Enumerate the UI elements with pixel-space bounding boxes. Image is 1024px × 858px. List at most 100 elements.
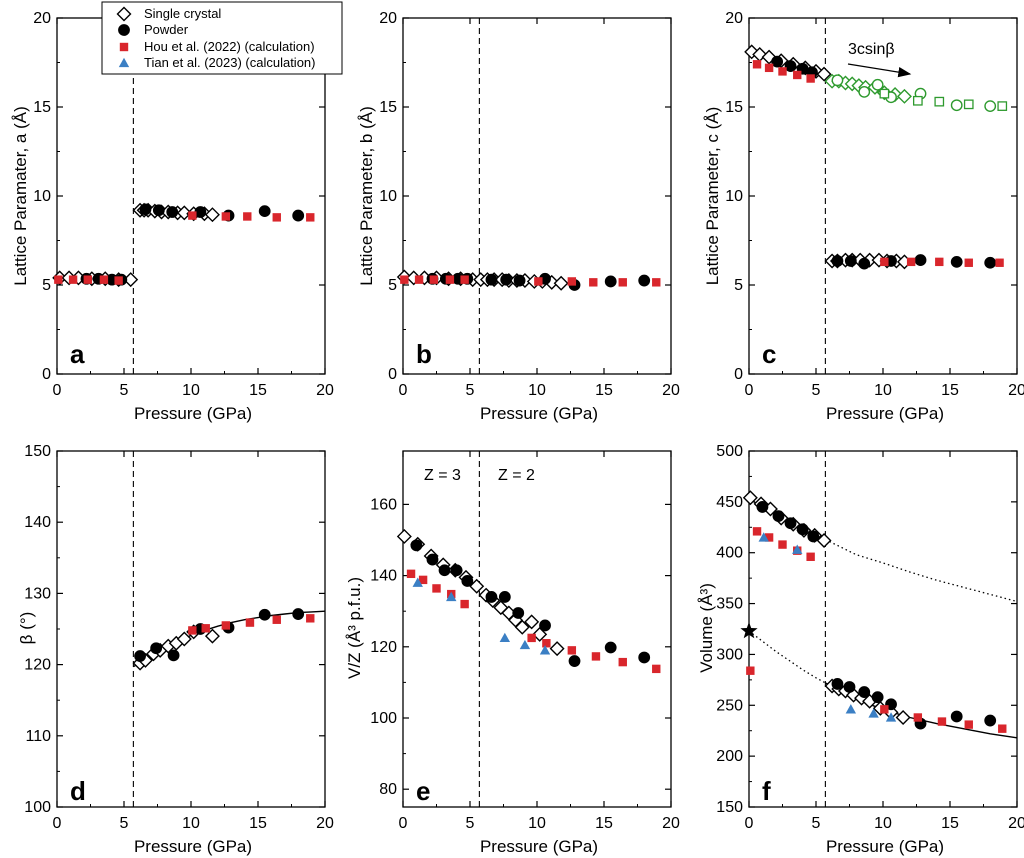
y-axis-label-d: β (°) <box>17 612 36 645</box>
y-tick-label-f-3: 300 <box>716 646 743 663</box>
point-c-powder-1 <box>784 60 797 72</box>
point-d-hou-et-al-2022-calculation-3 <box>245 618 255 627</box>
panel-c: c Pressure (GPa) Lattice Parameter, c (Å… <box>703 10 1024 423</box>
point-f-hou-et-al-2022-calculation-0 <box>746 666 755 675</box>
point-f-powder-11 <box>950 710 963 723</box>
point-c-hou-et-al-2022-calculation-7 <box>935 257 944 267</box>
x-tick-label-f-0: 0 <box>745 815 754 832</box>
point-c-3csin-powder-1 <box>858 85 871 98</box>
point-c-3csin-powder-5 <box>950 99 963 112</box>
panel-letter-c: c <box>762 339 776 369</box>
x-tick-label-a-4: 20 <box>316 382 334 399</box>
point-a-powder-10 <box>292 209 305 222</box>
series-d-single-crystal <box>132 624 220 671</box>
point-b-powder-9 <box>604 275 617 288</box>
annotation-3csinbeta: 3csinβ <box>848 41 895 58</box>
point-f-tian-et-al-2023-calculation-2 <box>845 704 857 714</box>
y-tick-label-b-4: 20 <box>379 10 397 27</box>
x-tick-label-c-3: 15 <box>941 382 959 399</box>
point-e-single-crystal-12 <box>514 619 530 635</box>
x-tick-label-d-4: 20 <box>316 815 334 832</box>
x-tick-label-d-0: 0 <box>53 815 62 832</box>
series-e-single-crystal <box>396 528 565 657</box>
x-tick-label-d-1: 5 <box>120 815 129 832</box>
point-b-single-crystal-17 <box>553 275 569 291</box>
point-f-powder-3 <box>796 523 809 536</box>
point-b-powder-4 <box>485 273 498 286</box>
point-a-powder-5 <box>152 204 165 217</box>
y-tick-label-e-1: 100 <box>370 710 397 727</box>
legend-marker-hou-et-al-2022-calculation <box>119 42 129 52</box>
x-axis-label-e: Pressure (GPa) <box>480 837 598 856</box>
point-c-powder-4 <box>831 255 844 267</box>
y-tick-label-c-3: 15 <box>725 99 743 116</box>
point-f-single-crystal-16 <box>895 710 911 725</box>
point-a-hou-et-al-2022-calculation-2 <box>83 275 93 284</box>
point-c-single-crystal-7 <box>816 66 832 82</box>
legend-label-tian: Tian et al. (2023) (calculation) <box>144 55 316 70</box>
plot-frame-e <box>402 450 672 808</box>
point-a-hou-et-al-2022-calculation-1 <box>68 275 78 284</box>
point-a-powder-7 <box>194 206 207 218</box>
point-c-hou-et-al-2022-calculation-8 <box>964 258 973 267</box>
point-c-3csin-calculation-0 <box>879 88 890 99</box>
point-f-hou-et-al-2022-calculation-1 <box>752 527 762 536</box>
point-e-hou-et-al-2022-calculation-1 <box>418 575 428 585</box>
point-c-3csin-powder-0 <box>831 74 844 87</box>
fit-curve-f-1 <box>825 538 1018 603</box>
point-e-hou-et-al-2022-calculation-4 <box>460 599 469 609</box>
point-f-powder-7 <box>858 686 871 698</box>
y-axis-label-f: Volume (Å³) <box>697 583 716 673</box>
x-tick-label-a-0: 0 <box>53 382 62 399</box>
series-c-powder <box>771 55 997 270</box>
panel-a: a Pressure (GPa) Lattice Paramater, a (Å… <box>11 10 334 423</box>
x-tick-label-b-4: 20 <box>662 382 680 399</box>
point-a-hou-et-al-2022-calculation-6 <box>221 212 231 221</box>
panel-letter-f: f <box>762 776 771 806</box>
annotation-z2: Z = 2 <box>498 467 535 484</box>
point-b-hou-et-al-2022-calculation-3 <box>445 275 455 284</box>
point-f-tian-et-al-2023-calculation-0 <box>758 532 769 542</box>
legend-marker-single-crystal <box>116 6 132 22</box>
point-e-single-crystal-6 <box>469 578 485 594</box>
point-d-hou-et-al-2022-calculation-0 <box>188 626 197 635</box>
y-tick-label-a-2: 10 <box>33 188 51 205</box>
point-c-3csin-calculation-3 <box>963 99 974 110</box>
y-tick-label-a-1: 5 <box>42 277 51 294</box>
point-d-hou-et-al-2022-calculation-4 <box>272 615 281 624</box>
point-d-powder-0 <box>134 650 146 662</box>
point-e-single-crystal-14 <box>532 626 548 642</box>
point-e-hou-et-al-2022-calculation-5 <box>527 633 536 643</box>
point-b-powder-5 <box>500 273 513 286</box>
series-a-hou-et-al-2022-calculation <box>54 211 315 285</box>
point-c-3csin-calculation-4 <box>997 101 1008 111</box>
x-tick-label-c-1: 5 <box>812 382 821 399</box>
x-tick-label-c-4: 20 <box>1008 382 1024 399</box>
x-tick-label-f-2: 10 <box>874 815 892 832</box>
point-f-hou-et-al-2022-calculation-8 <box>937 717 947 726</box>
point-e-powder-5 <box>485 591 498 603</box>
point-f-powder-6 <box>843 681 856 693</box>
point-f-single-crystal-0 <box>742 490 758 506</box>
point-d-powder-5 <box>258 608 271 621</box>
point-c-powder-6 <box>858 257 871 270</box>
point-b-powder-10 <box>638 274 651 287</box>
point-e-hou-et-al-2022-calculation-2 <box>432 584 441 593</box>
point-d-single-crystal-8 <box>204 628 220 644</box>
x-tick-label-e-2: 10 <box>528 815 546 832</box>
point-e-powder-2 <box>438 564 451 577</box>
y-tick-label-b-0: 0 <box>388 366 397 383</box>
point-a-hou-et-al-2022-calculation-3 <box>99 275 109 284</box>
point-a-hou-et-al-2022-calculation-0 <box>54 275 63 284</box>
y-tick-label-a-0: 0 <box>42 366 51 383</box>
point-f-powder-2 <box>784 517 797 530</box>
point-c-3csin-single-crystal-9 <box>896 88 912 104</box>
y-tick-label-c-1: 5 <box>734 277 743 294</box>
y-tick-label-f-6: 450 <box>716 494 743 511</box>
x-tick-label-b-2: 10 <box>528 382 546 399</box>
point-c-hou-et-al-2022-calculation-6 <box>906 257 916 267</box>
point-e-tian-et-al-2023-calculation-3 <box>519 639 531 650</box>
point-f-powder-0 <box>756 501 769 513</box>
point-e-powder-10 <box>604 641 617 654</box>
